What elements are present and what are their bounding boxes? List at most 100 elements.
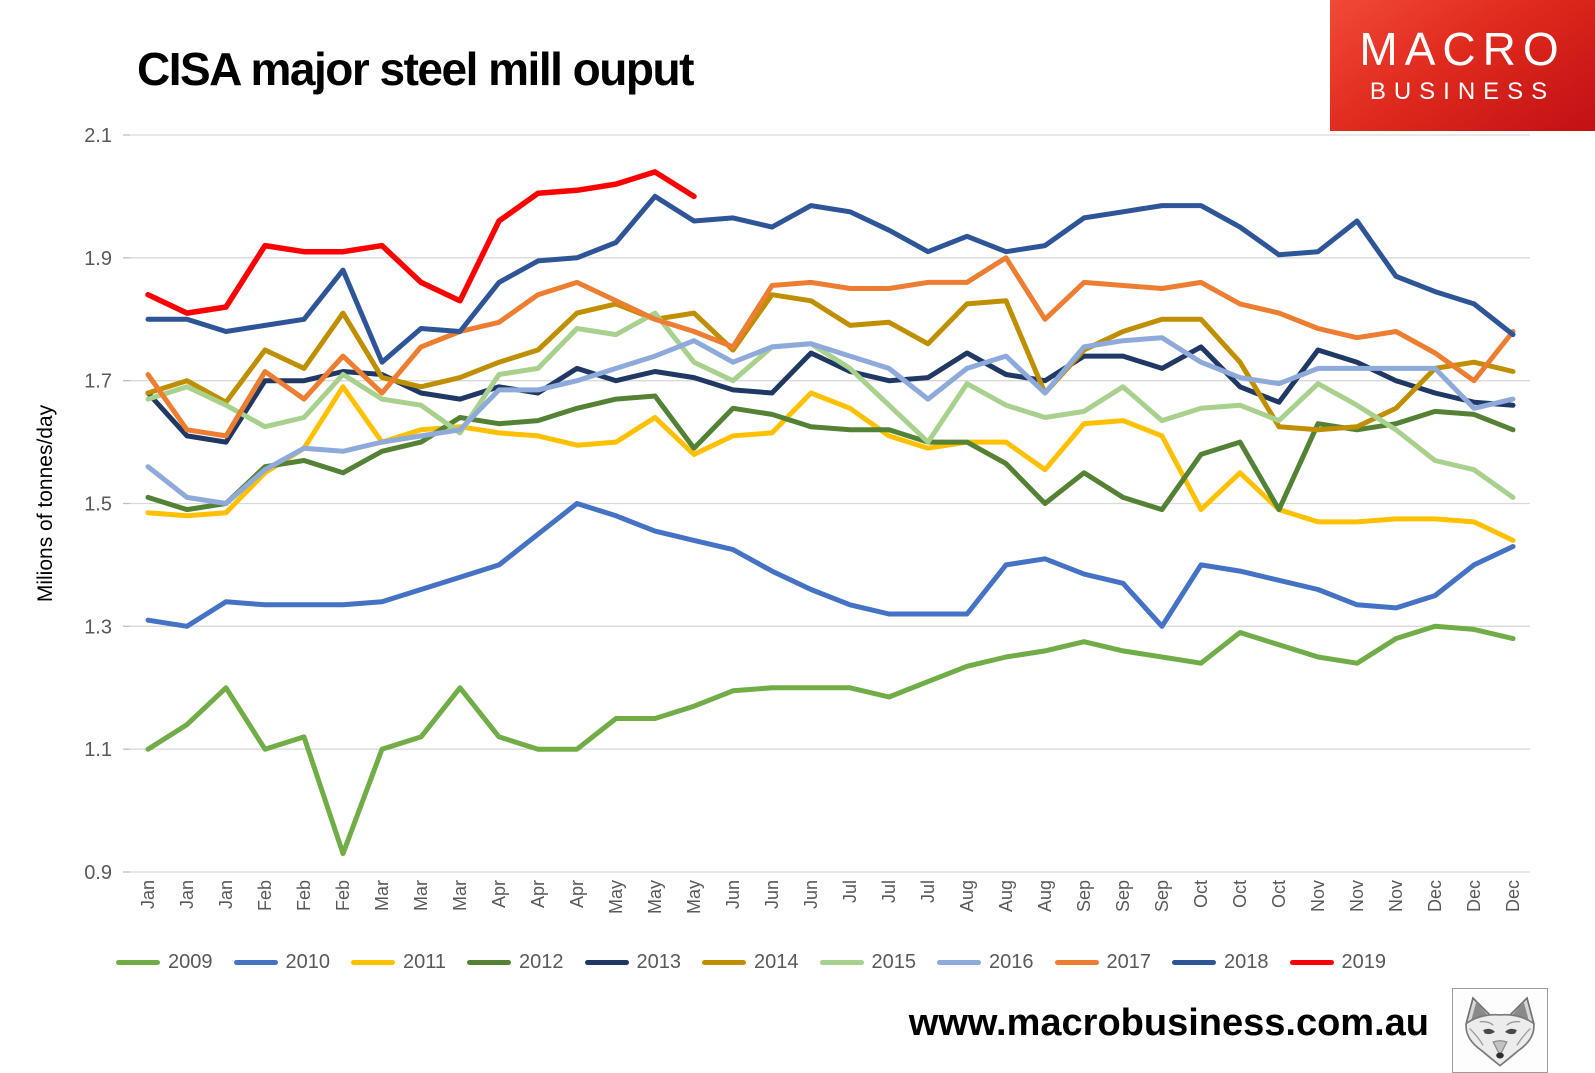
series-line-2012 xyxy=(145,393,1516,513)
x-tick-label: May xyxy=(606,880,626,914)
x-tick-label: Aug xyxy=(957,880,977,912)
x-tick-label: Oct xyxy=(1230,880,1250,908)
x-tick-label: Aug xyxy=(996,880,1016,912)
legend-swatch-2018 xyxy=(1172,960,1217,965)
series-line-2009 xyxy=(145,623,1516,857)
series-line-2010 xyxy=(145,501,1516,629)
series-line-2016 xyxy=(145,335,1516,506)
legend-label-2017: 2017 xyxy=(1106,951,1152,973)
x-tick-label: Aug xyxy=(1035,880,1055,912)
x-tick-label: Jan xyxy=(138,880,158,909)
legend-label-2014: 2014 xyxy=(754,951,799,973)
x-axis-labels: Jan Jan Jan Feb Feb Feb Mar Mar Mar Apr Apr Apr May M… xyxy=(138,880,1523,914)
x-tick-label: Mar xyxy=(372,880,392,911)
legend-label-2010: 2010 xyxy=(285,951,331,973)
legend-swatch-2010 xyxy=(233,960,278,965)
legend-swatch-2017 xyxy=(1054,960,1099,965)
x-tick-label: Dec xyxy=(1464,880,1484,912)
x-tick-label: Sep xyxy=(1074,880,1094,912)
legend-item-2018: 2018 xyxy=(1172,951,1269,974)
fox-icon xyxy=(1465,995,1535,1067)
x-tick-label: Sep xyxy=(1113,880,1133,912)
x-tick-label: Nov xyxy=(1347,880,1367,912)
y-tick-label: 2.1 xyxy=(84,125,112,147)
x-tick-label: Feb xyxy=(255,880,275,911)
x-tick-label: Nov xyxy=(1308,880,1328,912)
legend-swatch-2013 xyxy=(584,960,629,965)
legend-item-2016: 2016 xyxy=(937,951,1034,974)
y-axis-title: Milions of tonnes/day xyxy=(34,404,57,602)
x-tick-label: Jul xyxy=(879,880,899,903)
legend-swatch-2012 xyxy=(467,960,512,965)
x-tick-label: Dec xyxy=(1503,880,1523,912)
x-tick-label: Mar xyxy=(450,880,470,911)
x-tick-label: Apr xyxy=(528,880,548,908)
series-line-2019 xyxy=(145,169,697,316)
y-tick-label: 1.1 xyxy=(84,739,112,761)
legend-item-2009: 2009 xyxy=(116,951,213,974)
legend-swatch-2019 xyxy=(1289,960,1334,965)
series-line-2017 xyxy=(145,255,1516,439)
legend-label-2018: 2018 xyxy=(1224,951,1269,973)
series-line-2013 xyxy=(145,344,1516,445)
fox-logo xyxy=(1452,988,1548,1073)
chart-legend: 2009 2010 2011 2012 2013 2014 2015 2016 2017 2018… xyxy=(116,951,1456,974)
x-tick-label: Oct xyxy=(1191,880,1211,908)
x-tick-label: Jul xyxy=(918,880,938,903)
series-line-2015 xyxy=(145,310,1516,500)
legend-label-2012: 2012 xyxy=(519,951,564,973)
chart-title: CISA major steel mill ouput xyxy=(137,43,694,95)
x-tick-label: Nov xyxy=(1386,880,1406,912)
legend-label-2011: 2011 xyxy=(403,951,447,973)
legend-item-2015: 2015 xyxy=(819,951,917,974)
legend-swatch-2014 xyxy=(702,960,747,965)
legend-swatch-2009 xyxy=(116,960,160,965)
x-tick-label: Oct xyxy=(1269,880,1289,908)
x-tick-label: Jun xyxy=(762,880,782,909)
x-tick-label: Apr xyxy=(567,880,587,908)
legend-item-2011: 2011 xyxy=(351,951,446,974)
macrobusiness-logo: MACRO BUSINESS xyxy=(1330,0,1595,131)
x-tick-label: Feb xyxy=(294,880,314,911)
y-tick-label: 1.5 xyxy=(84,494,112,516)
gridlines xyxy=(123,134,1530,873)
legend-item-2013: 2013 xyxy=(584,951,682,974)
x-tick-label: Jun xyxy=(801,880,821,909)
logo-text-business: BUSINESS xyxy=(1369,77,1556,105)
legend-swatch-2011 xyxy=(351,960,395,965)
x-tick-label: Jun xyxy=(723,880,743,909)
y-tick-label: 0.9 xyxy=(84,862,112,884)
x-tick-label: Sep xyxy=(1152,880,1172,912)
y-axis-labels: 0.9 1.1 1.3 1.5 1.7 1.9 2.1 xyxy=(84,125,112,884)
footer-url[interactable]: www.macrobusiness.com.au xyxy=(908,1002,1429,1044)
series-line-2018 xyxy=(145,193,1516,365)
y-tick-label: 1.9 xyxy=(84,248,112,270)
legend-label-2009: 2009 xyxy=(168,951,213,973)
series-line-2014 xyxy=(145,292,1516,433)
legend-item-2017: 2017 xyxy=(1054,951,1152,974)
legend-item-2010: 2010 xyxy=(233,951,331,974)
legend-label-2013: 2013 xyxy=(636,951,682,973)
legend-label-2016: 2016 xyxy=(989,951,1034,973)
x-tick-label: Feb xyxy=(333,880,353,911)
legend-item-2019: 2019 xyxy=(1289,951,1387,974)
legend-item-2014: 2014 xyxy=(702,951,799,974)
x-tick-label: Jan xyxy=(216,880,236,909)
legend-swatch-2016 xyxy=(937,960,982,965)
series-line-2011 xyxy=(145,384,1516,543)
legend-swatch-2015 xyxy=(819,960,864,965)
x-tick-label: Jan xyxy=(177,880,197,909)
legend-label-2019: 2019 xyxy=(1341,951,1387,973)
x-tick-label: Dec xyxy=(1425,880,1445,912)
y-tick-label: 1.7 xyxy=(84,371,112,393)
logo-text-macro: MACRO xyxy=(1359,23,1566,76)
x-tick-label: Mar xyxy=(411,880,431,911)
legend-item-2012: 2012 xyxy=(467,951,564,974)
x-tick-label: May xyxy=(645,880,665,914)
legend-label-2015: 2015 xyxy=(871,951,917,973)
x-tick-label: Apr xyxy=(489,880,509,908)
x-tick-label: Jul xyxy=(840,880,860,903)
x-tick-label: May xyxy=(684,880,704,914)
